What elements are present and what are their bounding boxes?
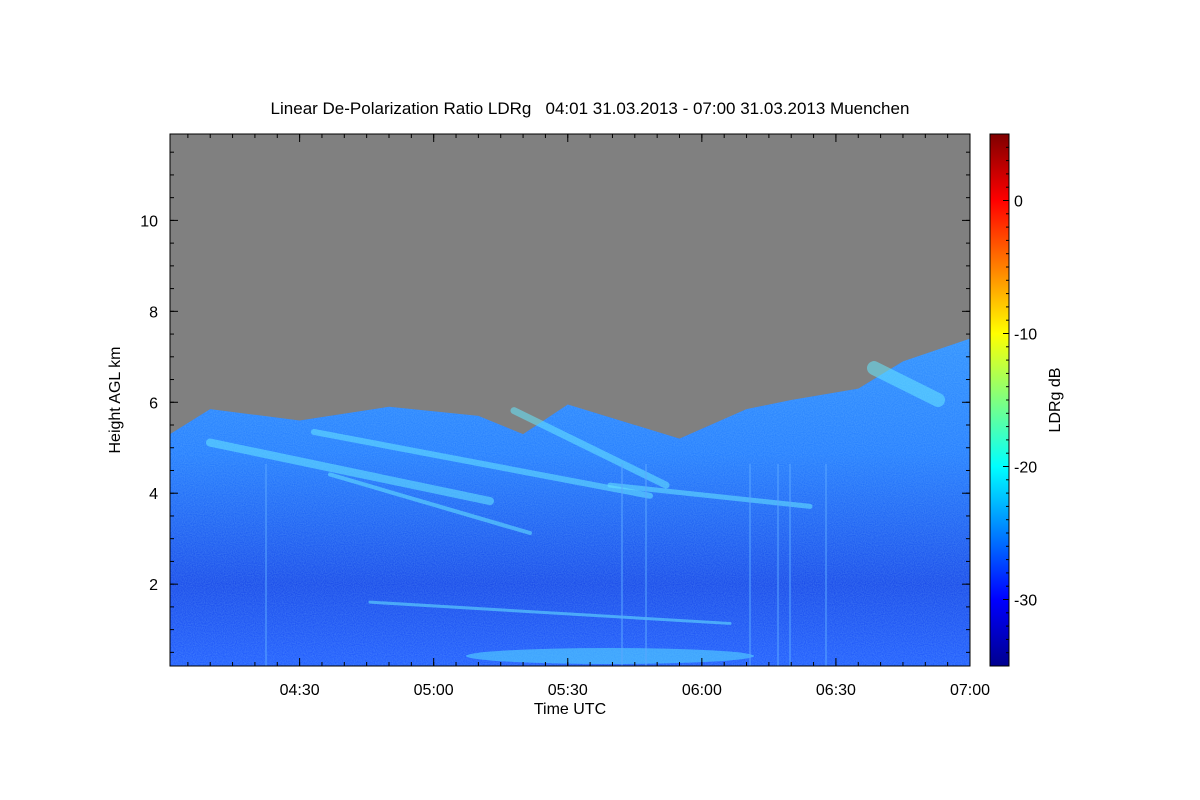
depolarization-streak — [510, 407, 670, 489]
x-axis: 04:30 05:00 05:30 06:00 06:30 07:00 — [187, 134, 990, 699]
y-tick-label: 6 — [149, 395, 158, 412]
y-tick-label: 8 — [149, 304, 158, 321]
aerosol-layer-texture — [170, 338, 970, 666]
colorbar: -30 -20 -10 0 LDRg dB — [989, 133, 1064, 667]
colorbar-ticks: -30 -20 -10 0 — [1003, 133, 1037, 667]
x-tick-label: 05:00 — [414, 682, 454, 699]
y-tick-label: 4 — [149, 486, 158, 503]
x-tick-label: 04:30 — [280, 682, 320, 699]
chart-title: Linear De-Polarization Ratio LDRg 04:01 … — [271, 99, 910, 118]
y-tick-label: 10 — [140, 213, 158, 230]
y-tick-label: 2 — [149, 577, 158, 594]
plot-area — [170, 134, 970, 666]
x-tick-label: 05:30 — [548, 682, 588, 699]
plot-frame — [169, 133, 971, 667]
colorbar-tick-label: -30 — [1014, 593, 1037, 610]
depolarization-streak — [867, 361, 945, 407]
depolarization-streak — [607, 482, 813, 509]
x-tick-label: 06:30 — [816, 682, 856, 699]
depolarization-streak — [368, 600, 732, 625]
y-axis: 2 4 6 8 10 — [140, 151, 970, 653]
colorbar-tick-label: -20 — [1014, 460, 1037, 477]
depolarization-streak — [328, 472, 532, 535]
x-tick-label: 07:00 — [950, 682, 990, 699]
depolarization-streak — [206, 438, 494, 506]
colorbar-tick-label: 0 — [1014, 194, 1023, 211]
x-tick-label: 06:00 — [682, 682, 722, 699]
colorbar-label: LDRg dB — [1047, 368, 1064, 433]
vertical-artifacts — [265, 463, 827, 666]
depolarization-streaks — [206, 361, 945, 664]
y-axis-label: Height AGL km — [107, 346, 124, 453]
depolarization-streak — [311, 428, 653, 499]
x-axis-label: Time UTC — [534, 701, 606, 718]
colorbar-tick-label: -10 — [1014, 327, 1037, 344]
near-ground-streak — [466, 648, 754, 664]
